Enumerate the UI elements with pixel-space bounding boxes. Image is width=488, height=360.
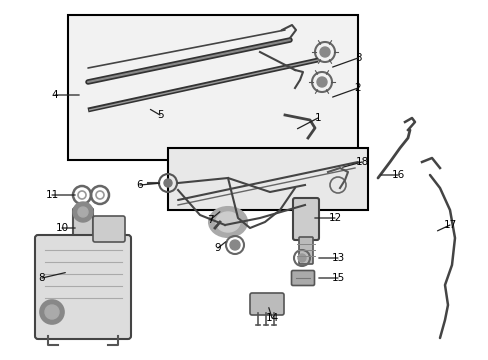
Text: 18: 18 — [355, 157, 368, 167]
Text: 14: 14 — [265, 313, 278, 323]
FancyBboxPatch shape — [35, 235, 131, 339]
Text: 1: 1 — [314, 113, 321, 123]
Circle shape — [45, 305, 59, 319]
Text: 7: 7 — [206, 215, 213, 225]
Text: 16: 16 — [390, 170, 404, 180]
Text: 13: 13 — [331, 253, 344, 263]
Text: 3: 3 — [354, 53, 361, 63]
Circle shape — [229, 240, 240, 250]
Circle shape — [40, 300, 64, 324]
Ellipse shape — [216, 212, 240, 232]
FancyBboxPatch shape — [292, 198, 318, 240]
Text: 9: 9 — [214, 243, 221, 253]
Text: 6: 6 — [137, 180, 143, 190]
Text: 17: 17 — [443, 220, 456, 230]
FancyBboxPatch shape — [249, 293, 284, 315]
Circle shape — [319, 47, 329, 57]
Text: 2: 2 — [354, 83, 361, 93]
Circle shape — [78, 207, 88, 217]
Text: 8: 8 — [39, 273, 45, 283]
Circle shape — [316, 77, 326, 87]
Circle shape — [73, 202, 93, 222]
Text: 10: 10 — [55, 223, 68, 233]
Bar — [68, 15, 357, 160]
FancyBboxPatch shape — [291, 270, 314, 285]
FancyBboxPatch shape — [298, 237, 312, 264]
Ellipse shape — [208, 207, 246, 237]
Text: 4: 4 — [52, 90, 58, 100]
Circle shape — [163, 179, 172, 187]
Bar — [168, 148, 367, 210]
Circle shape — [297, 254, 305, 262]
Text: 12: 12 — [328, 213, 341, 223]
FancyBboxPatch shape — [73, 208, 93, 264]
Text: 11: 11 — [45, 190, 59, 200]
Text: 15: 15 — [331, 273, 344, 283]
FancyBboxPatch shape — [93, 216, 125, 242]
Text: 5: 5 — [156, 110, 163, 120]
